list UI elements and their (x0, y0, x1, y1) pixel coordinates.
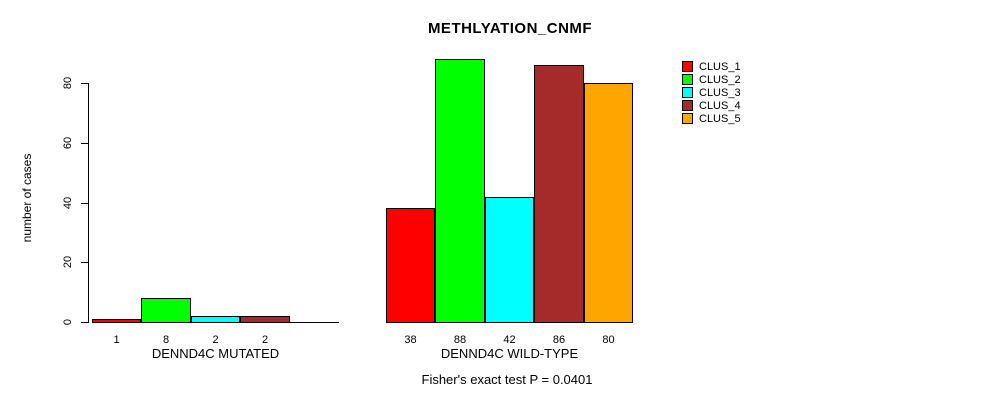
y-axis-label: number of cases (20, 153, 34, 243)
legend-label: CLUS_1 (699, 60, 741, 73)
legend-label: CLUS_4 (699, 99, 741, 112)
legend-row: CLUS_2 (682, 73, 741, 86)
bar-value-label: 8 (162, 334, 170, 346)
legend-row: CLUS_5 (682, 112, 741, 125)
y-axis-tick-label: 20 (62, 255, 74, 269)
bar-value-label: 2 (212, 334, 219, 346)
y-axis-line (88, 83, 89, 323)
legend-row: CLUS_1 (682, 60, 741, 73)
bar-clus_2[interactable] (141, 298, 191, 323)
legend-swatch-icon (682, 61, 693, 72)
bar-value-label: 38 (404, 334, 417, 346)
annotation-text: Fisher's exact test P = 0.0401 (421, 372, 593, 387)
bar-clus_4[interactable] (240, 316, 290, 323)
chart-title: METHLYATION_CNMF (427, 20, 593, 37)
y-axis-tick (81, 322, 88, 323)
y-axis-tick (81, 83, 88, 84)
group-label: DENND4C MUTATED (151, 346, 280, 361)
legend: CLUS_1 CLUS_2 CLUS_3 CLUS_4 CLUS_5 (682, 60, 741, 125)
bar-clus_2[interactable] (435, 59, 485, 323)
legend-swatch-icon (682, 74, 693, 85)
group-label: DENND4C WILD-TYPE (440, 346, 579, 361)
y-axis-tick-label: 80 (62, 76, 74, 90)
bar-clus_5[interactable] (584, 83, 633, 323)
bar-value-label: 88 (453, 334, 467, 346)
bar-clus_1[interactable] (386, 208, 435, 323)
legend-swatch-icon (682, 100, 693, 111)
bar-value-label: 86 (552, 334, 566, 346)
y-axis-tick (81, 262, 88, 263)
y-axis-tick (81, 143, 88, 144)
bar-value-label: 80 (602, 334, 615, 346)
bar-clus_1[interactable] (92, 319, 141, 323)
y-axis-tick-label: 40 (62, 196, 74, 210)
legend-row: CLUS_3 (682, 86, 741, 99)
legend-swatch-icon (682, 87, 693, 98)
bar-value-label: 2 (261, 334, 269, 346)
legend-label: CLUS_2 (699, 73, 741, 86)
bar-value-label: 1 (113, 334, 120, 346)
y-axis-tick (81, 203, 88, 204)
bar-clus_5-zero (290, 322, 339, 323)
legend-label: CLUS_5 (699, 112, 741, 125)
bar-clus_4[interactable] (534, 65, 584, 323)
legend-swatch-icon (682, 113, 693, 124)
bar-value-label: 42 (503, 334, 516, 346)
y-axis-tick-label: 0 (62, 318, 74, 326)
legend-label: CLUS_3 (699, 86, 741, 99)
legend-row: CLUS_4 (682, 99, 741, 112)
y-axis-tick-label: 60 (62, 136, 74, 150)
bar-clus_3[interactable] (191, 316, 240, 323)
bar-clus_3[interactable] (485, 197, 534, 323)
